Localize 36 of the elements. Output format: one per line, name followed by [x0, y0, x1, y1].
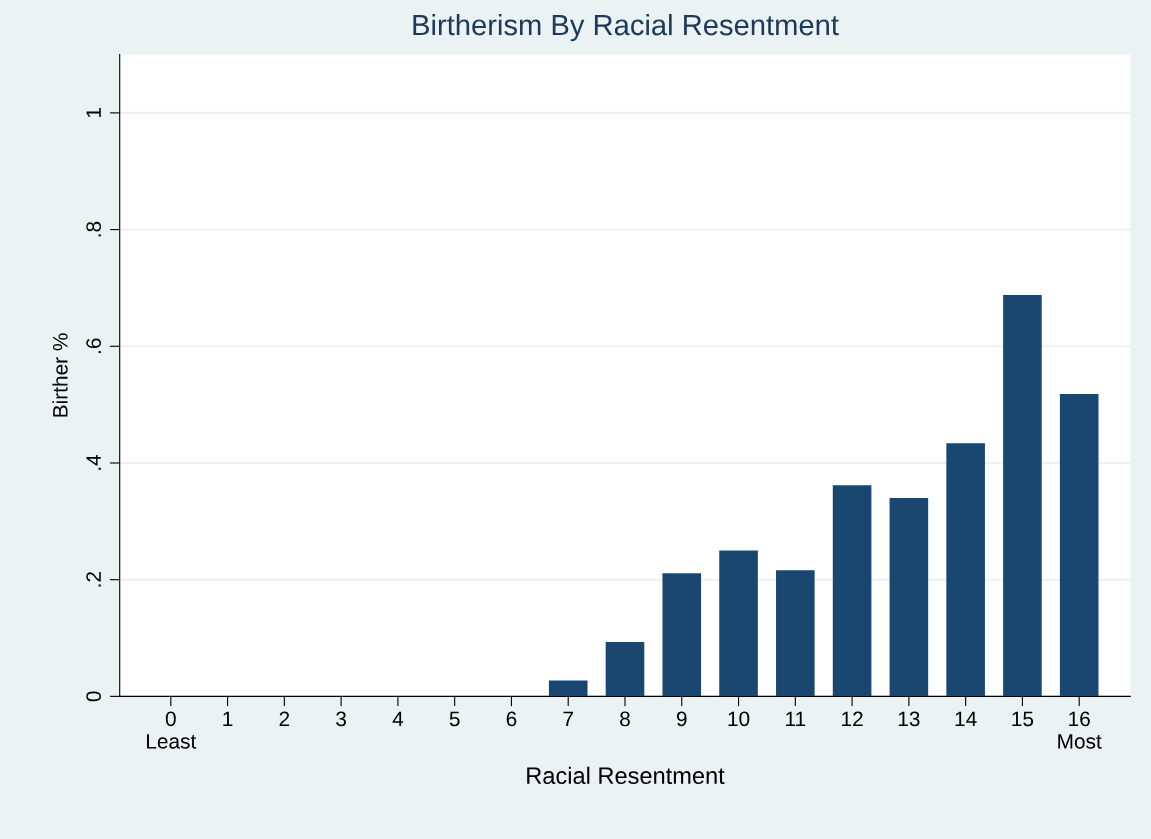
x-axis-title: Racial Resentment — [527, 766, 725, 785]
bar — [662, 573, 702, 697]
chart-title: Birtherism By Racial Resentment — [413, 13, 839, 42]
x-tick-label: 5 — [449, 711, 460, 727]
x-tick-label: 1 — [223, 711, 233, 727]
bar — [946, 443, 985, 697]
y-tick-label: .2 — [86, 572, 101, 587]
y-tick-label: 0 — [86, 691, 101, 702]
x-tick-label: 16 Most — [1058, 711, 1102, 749]
x-tick-label: 12 — [842, 711, 863, 727]
bar — [548, 680, 588, 697]
bar — [889, 497, 929, 697]
bar — [719, 550, 758, 697]
y-axis-title: Birther % — [52, 333, 68, 417]
y-tick-label: 1 — [86, 108, 101, 118]
bar — [776, 570, 815, 697]
y-tick-label: .8 — [86, 221, 101, 237]
x-tick-label: 13 — [898, 711, 920, 727]
x-tick-label: 11 — [786, 711, 806, 727]
x-tick-label: 15 — [1012, 711, 1034, 727]
y-tick-label: .6 — [86, 338, 101, 354]
bar — [832, 485, 872, 697]
x-tick-label: 10 — [728, 711, 750, 727]
bar — [1059, 394, 1099, 697]
y-tick-label: .4 — [86, 454, 101, 470]
x-tick-label: 14 — [955, 711, 977, 727]
bar — [1003, 294, 1042, 697]
x-tick-label: 9 — [676, 711, 687, 727]
x-tick-label: 0 Least — [147, 711, 197, 749]
x-tick-label: 4 — [392, 711, 404, 727]
x-tick-label: 3 — [336, 711, 346, 727]
x-tick-label: 6 — [506, 711, 517, 727]
bar — [605, 642, 645, 697]
x-tick-label: 7 — [563, 711, 573, 727]
x-tick-label: 2 — [279, 711, 290, 727]
x-tick-label: 8 — [620, 711, 630, 727]
